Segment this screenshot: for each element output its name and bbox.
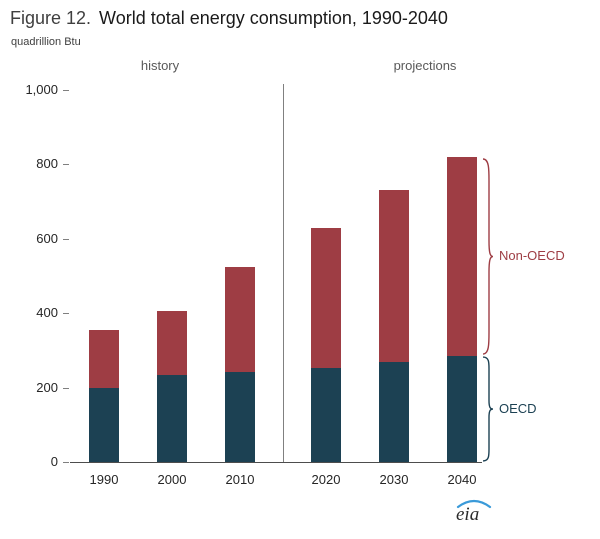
eia-logo-text: eia <box>456 504 480 525</box>
y-axis-tick <box>63 164 69 166</box>
y-axis-tick <box>63 90 69 91</box>
figure-number: Figure 12. <box>10 8 92 28</box>
history-section-label: history <box>140 58 180 73</box>
eia-logo: eia <box>452 498 496 528</box>
bar-segment-non-oecd <box>225 267 255 372</box>
figure-header: Figure 12. World total energy consumptio… <box>10 8 448 29</box>
y-axis-tick <box>63 387 69 389</box>
x-axis-tick-label: 2020 <box>311 472 341 487</box>
bar-segment-oecd <box>89 387 119 462</box>
x-axis-tick-label: 2030 <box>379 472 409 487</box>
non-oecd-label: Non-OECD <box>499 248 565 264</box>
y-axis-tick-label: 0 <box>50 454 58 469</box>
history-projections-divider <box>283 84 284 462</box>
y-axis-tick-label: 600 <box>36 230 58 246</box>
eia-logo-swoosh-icon <box>456 499 492 509</box>
figure-title: World total energy consumption, 1990-204… <box>99 8 448 28</box>
oecd-brace-icon <box>481 356 494 462</box>
x-axis-tick-label: 2010 <box>225 472 255 487</box>
bar-segment-oecd <box>447 355 477 462</box>
oecd-label: OECD <box>499 400 537 416</box>
non-oecd-brace-icon <box>481 157 494 356</box>
x-axis-tick-label: 1990 <box>89 472 119 487</box>
x-axis-tick-label: 2040 <box>447 472 477 487</box>
bar-segment-oecd <box>157 374 187 462</box>
x-axis-line <box>70 462 482 463</box>
projections-section-label: projections <box>393 58 457 73</box>
bar-segment-oecd <box>225 371 255 462</box>
y-axis-tick <box>63 462 69 463</box>
bar-segment-non-oecd <box>89 329 119 388</box>
x-axis-tick-label: 2000 <box>157 472 187 487</box>
y-axis-tick-label: 1,000 <box>25 82 58 97</box>
y-axis-tick-label: 400 <box>36 305 58 321</box>
bar-segment-non-oecd <box>157 311 187 375</box>
bar-segment-non-oecd <box>311 227 341 368</box>
bar-segment-oecd <box>311 367 341 462</box>
y-axis-tick <box>63 238 69 240</box>
bar-segment-oecd <box>379 361 409 462</box>
units-label: quadrillion Btu <box>11 36 81 48</box>
bar-segment-non-oecd <box>379 190 409 362</box>
y-axis-tick-label: 800 <box>36 156 58 172</box>
y-axis-tick-label: 200 <box>36 379 58 395</box>
bar-segment-non-oecd <box>447 156 477 356</box>
y-axis-tick <box>63 313 69 315</box>
